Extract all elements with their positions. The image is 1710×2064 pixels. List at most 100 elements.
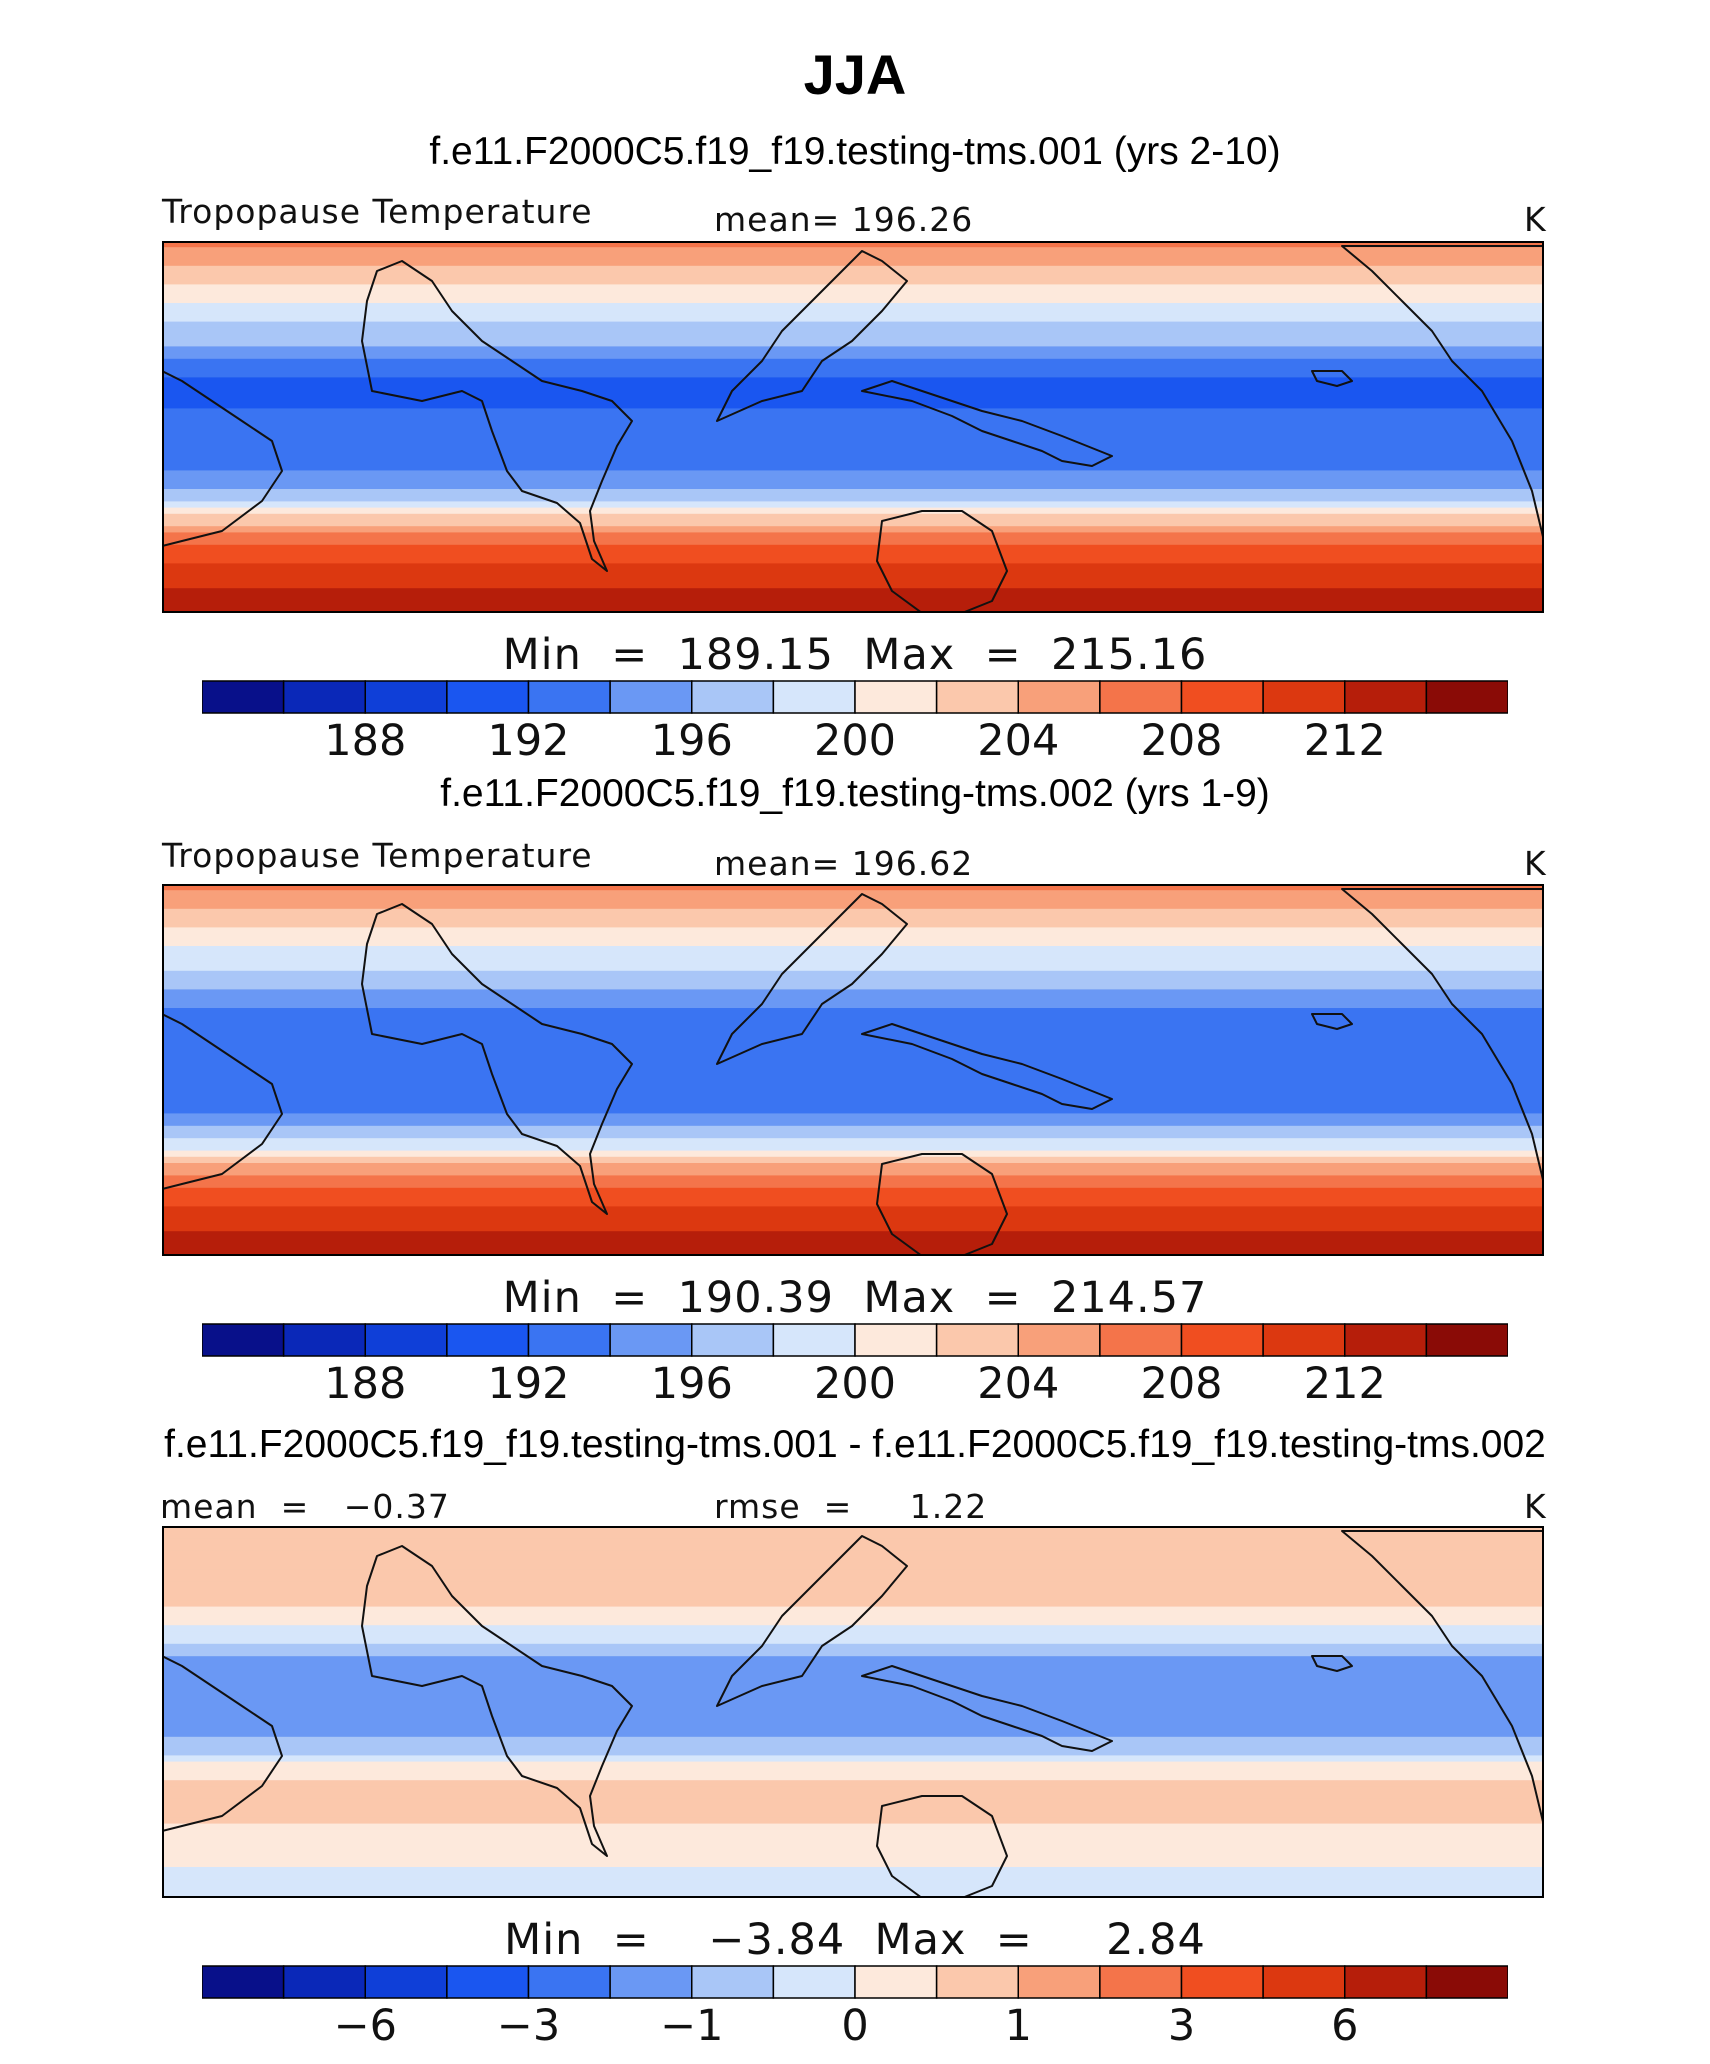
contour-band [162, 1150, 1544, 1158]
coastline [716, 250, 908, 422]
colorbar-box [1262, 1323, 1346, 1357]
contour-band [162, 1225, 1544, 1232]
contour-band [162, 1637, 1544, 1645]
contour-band [162, 1761, 1544, 1769]
contour-band [162, 606, 1544, 613]
colorbar-box [609, 680, 693, 714]
contour-band [162, 470, 1544, 478]
colorbar-box [772, 1323, 856, 1357]
colorbar-tick-label: 200 [813, 716, 897, 766]
colorbar-box [1344, 680, 1428, 714]
contour-band [162, 278, 1544, 285]
contour-band [162, 946, 1544, 953]
colorbar-tick-label: 200 [813, 1359, 897, 1409]
contour-band [162, 402, 1544, 409]
colorbar-box [1425, 1323, 1508, 1357]
contour-band [162, 482, 1544, 490]
colorbar-tick-label: 208 [1140, 716, 1223, 766]
colorbar-tick-label: 196 [650, 1359, 733, 1409]
contour-band [162, 520, 1544, 527]
colorbar-box [527, 680, 611, 714]
colorbar-tick-label: 6 [1331, 2001, 1359, 2051]
coastline [361, 1545, 633, 1857]
coastline [1311, 1013, 1353, 1030]
colorbar-tick-label: 208 [1140, 1359, 1223, 1409]
colorbar-box [854, 1965, 938, 1999]
contour-band [162, 327, 1544, 335]
map-frame [162, 241, 1544, 613]
contour-band [162, 1169, 1544, 1176]
colorbar-tick-label: 204 [977, 1359, 1060, 1409]
contour-band [162, 970, 1544, 978]
colorbar-box [691, 1965, 775, 1999]
contour-band [162, 939, 1544, 947]
contour-band [162, 389, 1544, 397]
panel-2-mean-label: mean= 196.62 [714, 844, 974, 883]
colorbar-box [935, 1323, 1020, 1357]
contour-band [162, 1132, 1544, 1139]
contour-band [162, 1070, 1544, 1077]
contour-band [162, 1181, 1544, 1189]
contour-band [162, 1823, 1544, 1831]
contour-band [162, 1532, 1544, 1539]
panel-1-variable-label: Tropopause Temperature [162, 192, 593, 231]
contour-band [162, 1873, 1544, 1880]
contour-band [162, 352, 1544, 360]
colorbar-box [1180, 1323, 1264, 1357]
contour-band [162, 933, 1544, 941]
contour-band [162, 1879, 1544, 1887]
colorbar-tick-label: 192 [487, 716, 570, 766]
contour-band [162, 439, 1544, 447]
contour-band [162, 371, 1544, 378]
contour-band [162, 1811, 1544, 1818]
contour-band [162, 1625, 1544, 1632]
contour-band [162, 501, 1544, 509]
contour-band [162, 451, 1544, 459]
contour-band [162, 340, 1544, 347]
contour-band [162, 1829, 1544, 1837]
contour-band [162, 1237, 1544, 1245]
contour-band [162, 1681, 1544, 1688]
contour-band [162, 1557, 1544, 1564]
contour-band [162, 983, 1544, 990]
colorbar-box [1017, 680, 1101, 714]
panel-3-min-max: Min = −3.84 Max = 2.84 [504, 1915, 1206, 1965]
colorbar-box [1262, 1965, 1346, 1999]
colorbar-tick-label: 204 [977, 716, 1060, 766]
contour-band [162, 346, 1544, 354]
contour-band [162, 1231, 1544, 1238]
contour-band [162, 1200, 1544, 1207]
colorbar-box [1180, 1965, 1264, 1999]
contour-band [162, 241, 1544, 248]
contour-band [162, 334, 1544, 341]
coastline [162, 370, 283, 547]
contour-band [162, 414, 1544, 422]
panel-3-colorbar-ticks: −6 −3 −1 0 1 3 6 [202, 2001, 1508, 2051]
colorbar-box [446, 1965, 530, 1999]
contour-band [162, 1891, 1544, 1898]
contour-band [162, 1836, 1544, 1843]
contour-band [162, 1045, 1544, 1052]
panel-1-mean-value: 196.26 [851, 200, 974, 239]
colorbar-box [691, 1323, 775, 1357]
panel-1-mean-label: mean= 196.26 [714, 200, 974, 239]
contour-band [162, 896, 1544, 904]
colorbar-box [282, 1323, 367, 1357]
map-frame [162, 884, 1544, 1256]
contour-band [162, 1842, 1544, 1849]
contour-band [162, 1749, 1544, 1756]
contour-band [162, 303, 1544, 310]
contour-band [162, 594, 1544, 602]
panel-2-title: f.e11.F2000C5.f19_f19.testing-tms.002 (y… [440, 772, 1270, 815]
coastline [1311, 1655, 1353, 1672]
panel-2-colorbar [202, 1323, 1508, 1357]
panel-3-rmse-value: 1.22 [909, 1487, 988, 1526]
contour-band [162, 1687, 1544, 1694]
colorbar-box [1425, 680, 1508, 714]
contour-band [162, 915, 1544, 922]
contour-band [162, 1156, 1544, 1164]
contour-band [162, 1786, 1544, 1794]
contour-band [162, 1693, 1544, 1701]
contour-band [162, 1867, 1544, 1874]
colorbar-box [1425, 1965, 1508, 1999]
